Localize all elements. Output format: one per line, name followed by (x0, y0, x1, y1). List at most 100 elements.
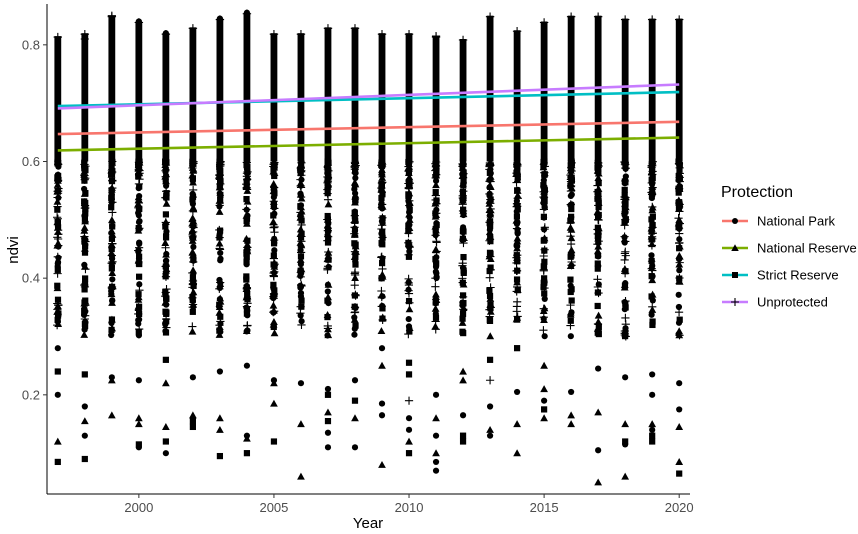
point (216, 203, 223, 210)
point (566, 200, 575, 209)
point (352, 322, 359, 329)
point (351, 192, 360, 200)
point (620, 326, 629, 336)
point (53, 321, 62, 330)
outlier-point (351, 444, 359, 451)
point (460, 182, 467, 189)
point (486, 267, 493, 275)
point (485, 162, 494, 171)
point (378, 240, 385, 247)
point (80, 170, 89, 178)
point (297, 240, 306, 248)
point (136, 281, 143, 288)
point (568, 252, 575, 259)
point (82, 199, 89, 207)
point (351, 246, 360, 254)
point (377, 184, 386, 192)
point-column-2005 (269, 29, 279, 337)
outlier-point (324, 408, 332, 416)
outlier-point (107, 376, 116, 384)
x-tick-label: 2020 (665, 500, 694, 515)
point (270, 240, 278, 247)
point (539, 251, 548, 261)
point (649, 273, 656, 280)
point (81, 281, 88, 288)
point (514, 206, 521, 213)
outlier-point (162, 356, 169, 363)
point (350, 281, 359, 290)
point (135, 332, 143, 339)
point (541, 333, 548, 340)
point (163, 194, 170, 201)
point (594, 302, 601, 310)
point (190, 243, 197, 250)
point (459, 279, 466, 286)
point (215, 207, 224, 215)
outlier-point (53, 437, 62, 445)
point (594, 208, 602, 216)
point (567, 234, 576, 242)
legend-title: Protection (721, 184, 793, 201)
point (352, 261, 359, 268)
point (541, 275, 548, 282)
dense-band-2002 (189, 27, 197, 162)
legend-marker-national-reserve (731, 244, 739, 251)
point (675, 204, 683, 212)
point (378, 218, 386, 225)
outlier-point (621, 420, 630, 428)
legend-items: National Park National Reserve Strict Rese… (722, 214, 857, 310)
point (351, 303, 358, 310)
point (242, 172, 251, 181)
point (379, 293, 386, 300)
outlier-point (243, 434, 251, 442)
outlier-point (324, 444, 332, 451)
point (188, 24, 198, 33)
point (296, 265, 305, 273)
point (108, 326, 115, 334)
point (162, 321, 169, 328)
point (161, 239, 170, 246)
outlier-point (432, 449, 440, 457)
point (324, 239, 332, 246)
point (54, 160, 63, 169)
point (620, 283, 629, 291)
point (433, 197, 440, 204)
point (513, 213, 521, 220)
point (567, 166, 576, 176)
point-column-2014 (512, 27, 522, 323)
point (406, 209, 413, 216)
point (134, 304, 143, 311)
point (405, 169, 413, 176)
point (296, 225, 305, 233)
dense-band-2018 (621, 18, 629, 162)
point (323, 215, 332, 224)
point (109, 276, 116, 283)
point (216, 172, 224, 179)
outlier-point (540, 385, 548, 393)
point (296, 309, 305, 318)
point (593, 247, 602, 255)
point (351, 325, 358, 332)
point (134, 256, 143, 264)
point (189, 288, 198, 296)
point (621, 199, 628, 206)
legend-item-unprotected: Unprotected (722, 295, 828, 310)
point (269, 29, 279, 39)
point (243, 217, 250, 225)
point (108, 290, 115, 298)
trend-line-national-park (57, 120, 680, 136)
outlier-point (243, 362, 251, 369)
point (215, 303, 224, 311)
point (460, 253, 467, 261)
outlier-point (81, 371, 88, 378)
point (432, 181, 440, 189)
outlier-point (216, 425, 224, 433)
point (270, 166, 277, 173)
point (54, 282, 61, 289)
legend-label-national-reserve: National Reserve (757, 241, 857, 256)
outlier-point (513, 449, 521, 457)
point (404, 184, 413, 193)
point (134, 293, 143, 301)
point (649, 175, 656, 182)
outlier-point (432, 467, 440, 474)
